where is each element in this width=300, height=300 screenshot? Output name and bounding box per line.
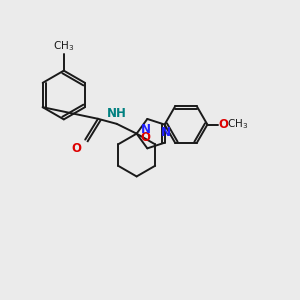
Text: N: N (161, 126, 171, 139)
Text: O: O (218, 118, 228, 131)
Text: N: N (141, 122, 151, 136)
Text: NH: NH (107, 107, 127, 120)
Text: CH$_3$: CH$_3$ (53, 39, 74, 53)
Text: CH$_3$: CH$_3$ (227, 118, 248, 131)
Text: O: O (72, 142, 82, 155)
Text: O: O (141, 131, 151, 144)
